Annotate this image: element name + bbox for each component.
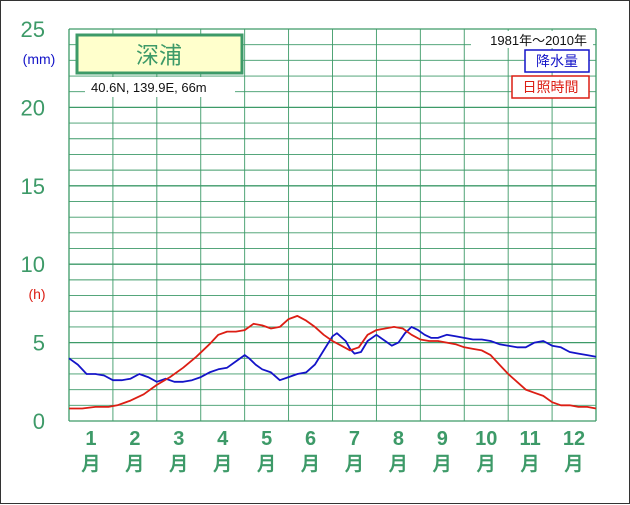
y-tick-label: 25: [21, 17, 45, 42]
month-number-label: 8: [393, 428, 404, 450]
month-number-label: 3: [173, 428, 184, 450]
precip-unit-label: (mm): [23, 51, 56, 67]
month-suffix-label: 月: [476, 454, 496, 475]
month-suffix-label: 月: [300, 454, 320, 475]
y-tick-label: 10: [21, 252, 45, 277]
month-suffix-label: 月: [520, 454, 540, 475]
month-suffix-label: 月: [212, 454, 232, 475]
legend-label: 日照時間: [523, 79, 579, 95]
month-number-label: 6: [305, 428, 316, 450]
y-tick-label: 20: [21, 95, 45, 120]
location-bg: [85, 77, 235, 97]
month-suffix-label: 月: [80, 454, 100, 475]
month-suffix-label: 月: [432, 454, 452, 475]
legend-label: 降水量: [536, 53, 578, 69]
series-line: [69, 314, 597, 410]
period-bg: [471, 31, 593, 48]
month-number-label: 4: [217, 428, 229, 450]
month-suffix-label: 月: [124, 454, 144, 475]
y-tick-label: 15: [21, 174, 45, 199]
month-number-label: 10: [475, 428, 497, 450]
series-line: [68, 325, 597, 383]
location-text: 40.6N, 139.9E, 66m: [91, 80, 207, 95]
month-number-label: 7: [349, 428, 360, 450]
month-suffix-label: 月: [256, 454, 276, 475]
month-suffix-label: 月: [564, 454, 584, 475]
y-tick-label: 5: [33, 331, 45, 356]
sun-unit-label: (h): [28, 286, 45, 302]
y-tick-label: 0: [33, 409, 45, 434]
month-number-label: 1: [85, 428, 96, 450]
chart-title: 深浦: [136, 42, 182, 68]
month-number-label: 12: [563, 428, 585, 450]
month-number-label: 11: [520, 428, 541, 450]
month-number-label: 9: [437, 428, 448, 450]
month-suffix-label: 月: [388, 454, 408, 475]
month-number-label: 5: [261, 428, 272, 450]
title-box: [75, 33, 244, 75]
month-suffix-label: 月: [168, 454, 188, 475]
period-text: 1981年〜2010年: [490, 33, 587, 48]
month-number-label: 2: [129, 428, 140, 450]
month-suffix-label: 月: [344, 454, 364, 475]
legend-box: [524, 49, 590, 73]
legend-box: [511, 75, 590, 99]
